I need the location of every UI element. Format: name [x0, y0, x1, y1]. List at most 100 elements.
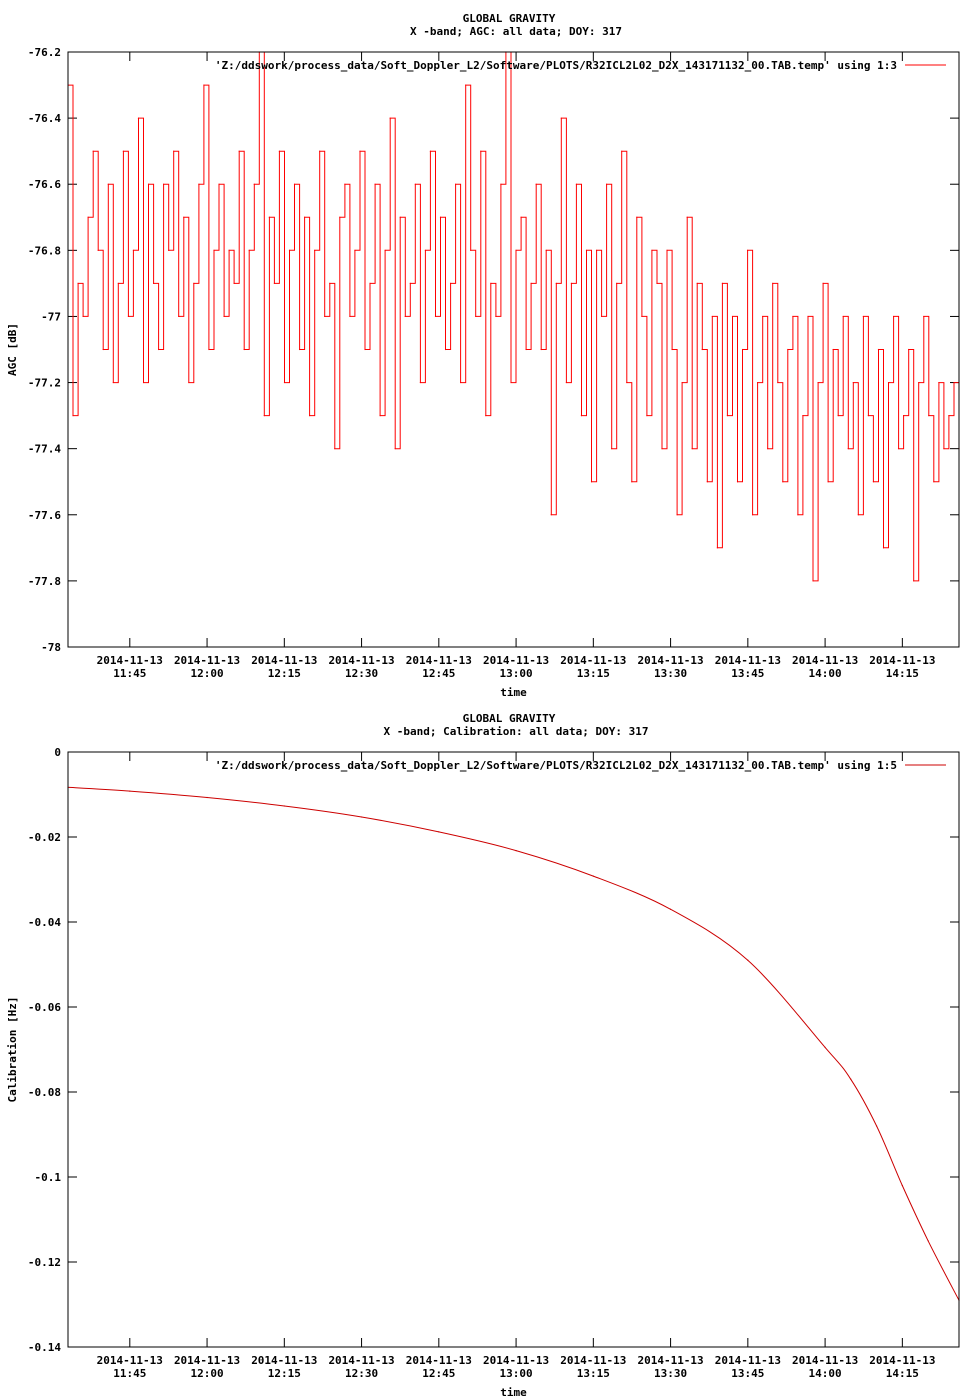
- data-point: [152, 282, 155, 284]
- data-point: [102, 348, 104, 351]
- x-tick-label-date: 2014-11-13: [869, 1354, 935, 1367]
- y-tick-label: -0.02: [28, 831, 61, 844]
- data-point: [938, 381, 940, 384]
- data-point: [802, 415, 804, 417]
- x-tick-label-date: 2014-11-13: [637, 654, 703, 667]
- x-tick-label-date: 2014-11-13: [715, 1354, 781, 1367]
- y-tick-label: -77.6: [28, 509, 61, 522]
- data-point: [334, 448, 336, 450]
- data-point: [253, 183, 255, 185]
- x-tick-label-date: 2014-11-13: [483, 1354, 549, 1367]
- data-point: [903, 415, 905, 417]
- data-point: [379, 415, 381, 417]
- data-point: [129, 790, 131, 792]
- x-tick-label-date: 2014-11-13: [792, 654, 858, 667]
- data-point: [444, 348, 447, 351]
- data-point: [746, 249, 749, 251]
- data-point: [87, 216, 89, 218]
- data-point: [349, 315, 351, 318]
- data-point: [812, 580, 814, 582]
- data-point: [404, 315, 406, 318]
- y-tick-label: -0.12: [28, 1256, 61, 1269]
- x-tick-label-date: 2014-11-13: [251, 1354, 317, 1367]
- y-tick-label: -77.4: [28, 443, 61, 456]
- x-tick-label-date: 2014-11-13: [637, 1354, 703, 1367]
- data-point: [359, 150, 361, 152]
- data-point: [273, 282, 275, 284]
- data-point: [631, 481, 633, 483]
- data-point: [223, 315, 225, 318]
- data-point: [850, 1078, 852, 1080]
- data-point: [822, 282, 824, 284]
- x-tick-label-date: 2014-11-13: [869, 654, 935, 667]
- x-tick-label-date: 2014-11-13: [560, 1354, 626, 1367]
- data-point: [369, 282, 371, 284]
- data-point: [424, 249, 427, 251]
- data-point: [137, 117, 140, 119]
- data-point: [928, 415, 930, 417]
- data-point: [394, 448, 396, 450]
- data-point: [173, 150, 175, 152]
- data-point: [757, 381, 759, 384]
- data-point: [875, 1125, 878, 1127]
- legend-label: 'Z:/ddswork/process_data/Soft_Doppler_L2…: [215, 759, 897, 772]
- series-line: [68, 51, 960, 582]
- data-point: [399, 216, 401, 218]
- data-point: [520, 216, 522, 218]
- x-tick-label-time: 13:45: [731, 1367, 764, 1380]
- data-point: [600, 315, 603, 318]
- x-tick-label-date: 2014-11-13: [715, 654, 781, 667]
- y-tick-label: -0.04: [28, 916, 61, 929]
- data-point: [741, 348, 744, 351]
- data-point: [570, 282, 572, 284]
- data-point: [329, 282, 331, 284]
- data-point: [107, 183, 109, 185]
- data-point: [867, 415, 869, 417]
- data-point: [409, 282, 411, 284]
- data-point: [303, 216, 306, 218]
- data-point: [882, 547, 885, 549]
- x-tick-label-date: 2014-11-13: [792, 1354, 858, 1367]
- data-point: [626, 381, 628, 384]
- data-point: [592, 875, 594, 877]
- data-point: [731, 315, 734, 318]
- data-point: [933, 481, 935, 483]
- data-point: [470, 249, 472, 251]
- data-point: [837, 415, 839, 417]
- data-point: [792, 315, 794, 318]
- x-tick-label-date: 2014-11-13: [560, 654, 626, 667]
- data-point: [438, 831, 440, 833]
- x-tick-label-time: 12:00: [190, 667, 223, 680]
- data-point: [807, 315, 809, 318]
- data-point: [560, 117, 562, 119]
- data-point: [847, 448, 849, 450]
- plot-frame: [67, 751, 960, 1348]
- x-tick-label-time: 12:15: [268, 1367, 301, 1380]
- chart-subtitle: X -band; AGC: all data; DOY: 317: [410, 25, 622, 38]
- data-point: [163, 183, 165, 185]
- data-point: [475, 315, 477, 318]
- data-point: [948, 415, 950, 417]
- data-point: [842, 315, 844, 318]
- data-point: [193, 282, 195, 284]
- data-point: [736, 481, 739, 483]
- data-point: [293, 183, 296, 185]
- x-tick-label-time: 13:15: [577, 1367, 610, 1380]
- data-point: [158, 348, 160, 351]
- data-point: [319, 150, 321, 152]
- data-point: [918, 381, 920, 384]
- data-point: [278, 150, 281, 152]
- data-point: [767, 448, 769, 450]
- data-point: [248, 249, 250, 251]
- data-point: [927, 1240, 929, 1242]
- y-tick-label: 0: [54, 746, 61, 759]
- data-point: [434, 315, 437, 318]
- data-point: [354, 249, 356, 251]
- data-point: [669, 908, 672, 910]
- data-point: [339, 216, 341, 218]
- data-point: [233, 282, 235, 284]
- x-tick-label-time: 11:45: [113, 1367, 146, 1380]
- data-point: [824, 1046, 826, 1048]
- data-point: [112, 381, 114, 384]
- data-point: [429, 150, 432, 152]
